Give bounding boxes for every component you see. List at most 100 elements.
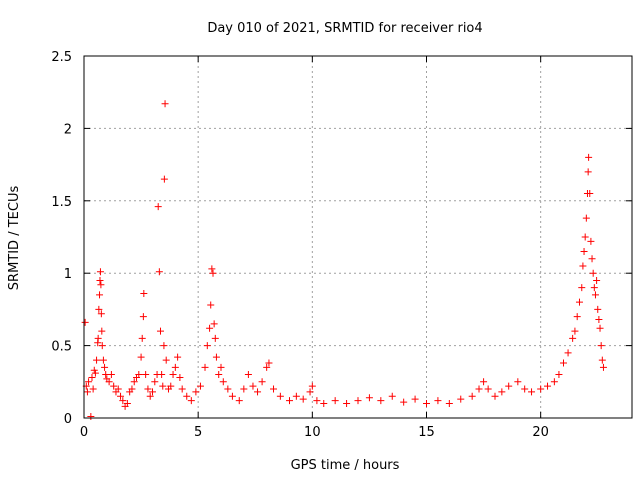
data-point (183, 392, 191, 400)
data-point (96, 291, 104, 299)
data-point (354, 397, 362, 405)
data-point (107, 371, 115, 379)
data-point (95, 305, 103, 313)
data-point (584, 168, 592, 176)
data-point (514, 378, 522, 386)
x-tick-label: 15 (418, 425, 435, 440)
data-point (580, 247, 588, 255)
data-point (599, 363, 607, 371)
data-point (101, 363, 109, 371)
data-point (270, 385, 278, 393)
data-point (206, 324, 214, 332)
chart-title: Day 010 of 2021, SRMTID for receiver rio… (207, 21, 482, 36)
data-point (579, 262, 587, 270)
data-point (211, 334, 219, 342)
data-point (505, 382, 513, 390)
axis-ticks: 0 5 10 15 20 0 0.5 1 1.5 2 2.5 (51, 50, 632, 440)
data-point (119, 397, 127, 405)
data-point (595, 316, 603, 324)
data-point (130, 378, 138, 386)
data-point (544, 382, 552, 390)
data-point (588, 255, 596, 263)
data-point (457, 395, 465, 403)
data-point (411, 395, 419, 403)
data-point (196, 382, 204, 390)
data-point (94, 334, 102, 342)
data-point (320, 400, 328, 408)
data-point (201, 363, 209, 371)
data-point (299, 395, 307, 403)
data-point (578, 284, 586, 292)
data-point (99, 356, 107, 364)
data-point (110, 382, 118, 390)
data-point (162, 356, 170, 364)
data-point (96, 276, 104, 284)
data-point (377, 397, 385, 405)
data-point (224, 385, 232, 393)
data-point (468, 392, 476, 400)
data-point (365, 394, 373, 402)
data-point (146, 392, 154, 400)
data-point (123, 400, 131, 408)
data-point (154, 203, 162, 211)
data-point (212, 353, 220, 361)
data-point (105, 378, 113, 386)
data-point (249, 382, 257, 390)
data-point (89, 385, 97, 393)
data-point (521, 385, 529, 393)
data-point (160, 175, 168, 183)
data-point (596, 324, 604, 332)
data-point (93, 356, 101, 364)
data-point (207, 301, 215, 309)
data-points (81, 100, 607, 421)
data-point (276, 392, 284, 400)
x-tick-label: 10 (304, 425, 321, 440)
data-point (331, 397, 339, 405)
data-point (263, 363, 271, 371)
y-tick-label: 0.5 (51, 340, 72, 355)
data-point (308, 382, 316, 390)
data-point (171, 363, 179, 371)
data-point (445, 400, 453, 408)
data-point (187, 397, 195, 405)
data-point (254, 388, 262, 396)
x-tick-label: 20 (532, 425, 549, 440)
data-point (128, 385, 136, 393)
data-point (537, 385, 545, 393)
data-point (286, 397, 293, 405)
data-point (475, 385, 483, 393)
data-point (569, 334, 577, 342)
data-point (192, 388, 200, 396)
x-tick-label: 5 (194, 425, 202, 440)
data-point (388, 392, 396, 400)
data-point (91, 369, 99, 377)
data-point (215, 371, 223, 379)
data-point (597, 342, 605, 350)
data-point (217, 363, 225, 371)
data-point (235, 397, 243, 405)
data-point (174, 353, 182, 361)
data-point (160, 342, 168, 350)
data-point (114, 385, 122, 393)
data-point (591, 291, 599, 299)
data-point (587, 237, 595, 245)
data-point (228, 392, 236, 400)
data-point (167, 382, 175, 390)
y-tick-label: 1 (64, 267, 72, 282)
data-point (343, 400, 351, 408)
data-point (158, 371, 166, 379)
data-point (88, 373, 96, 381)
data-point (142, 371, 150, 379)
data-point (219, 378, 227, 386)
data-point (155, 268, 163, 276)
data-point (97, 310, 105, 318)
x-axis-label: GPS time / hours (291, 458, 400, 473)
data-point (550, 378, 558, 386)
data-point (178, 385, 186, 393)
data-point (265, 359, 273, 367)
data-point (98, 342, 106, 350)
data-point (169, 371, 177, 379)
data-point (240, 385, 248, 393)
